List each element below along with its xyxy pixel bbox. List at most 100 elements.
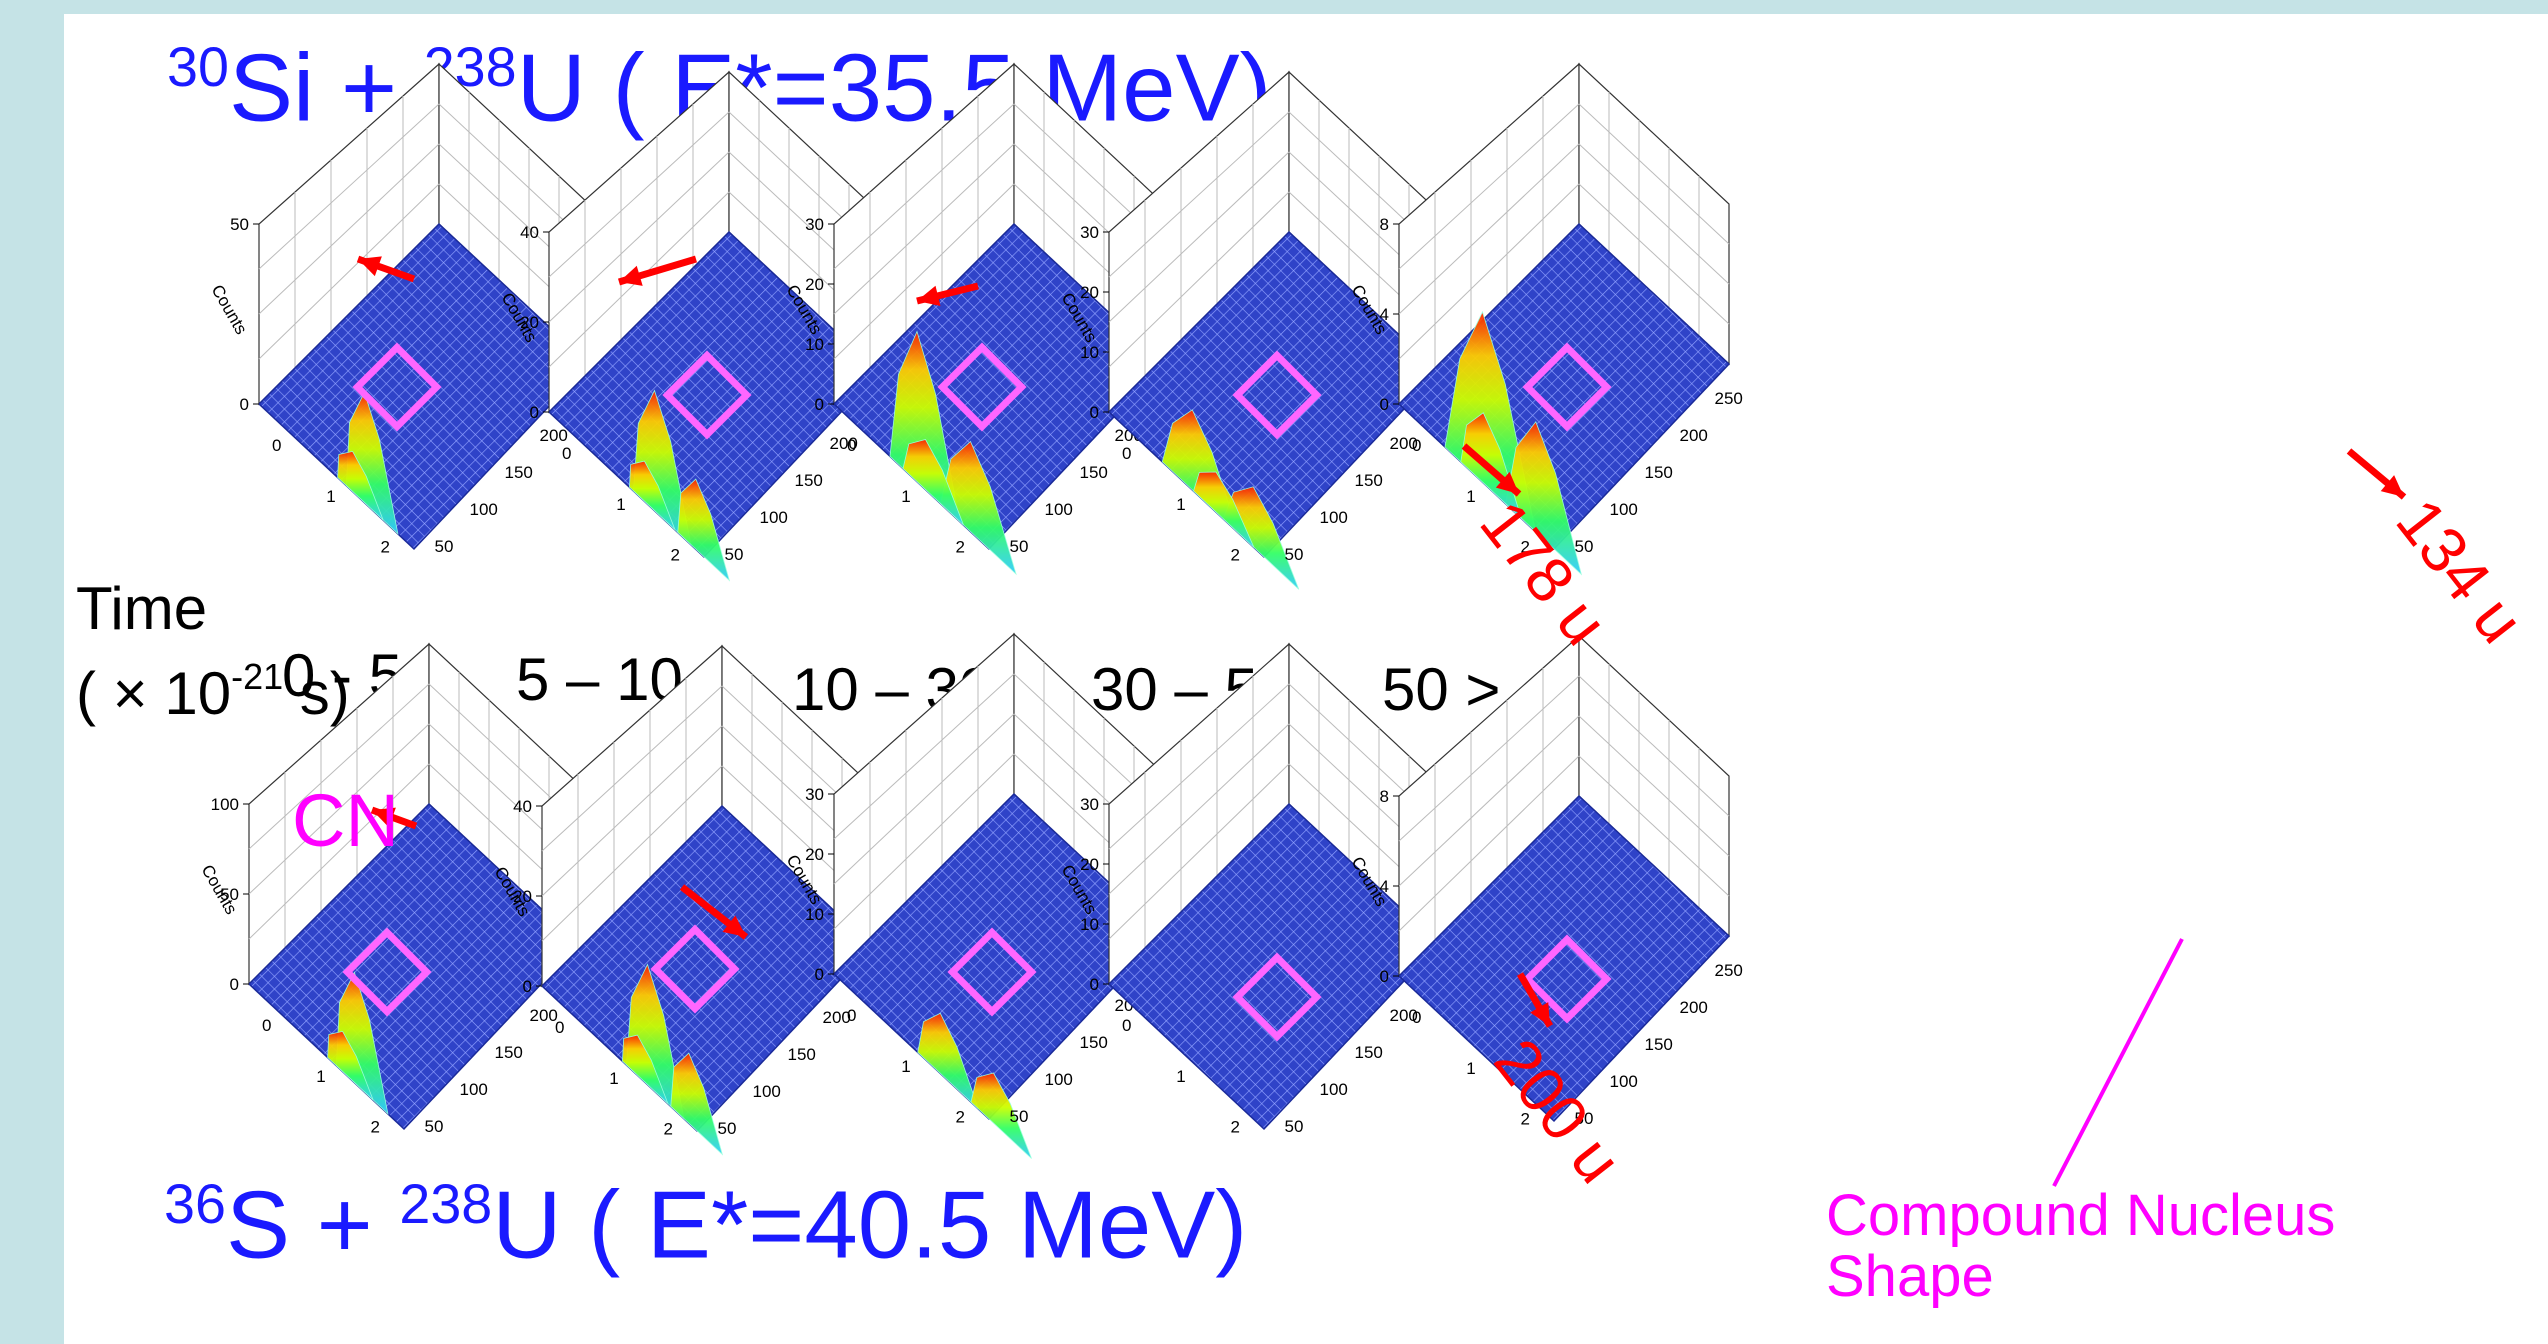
y-tick-label: 250 [1715,389,1743,408]
z-tick-label: 100 [211,795,239,814]
arrow-head [2380,475,2404,497]
time-label: Time ( × 10-21 s) [76,575,350,728]
cn-box [1232,350,1322,440]
peak-secondary [1222,486,1300,590]
grid-line [833,103,1015,270]
grid-line [1108,191,1290,368]
grid-line [833,673,1015,840]
y-tick-label: 150 [1080,463,1108,482]
peak-shoulder [902,439,964,526]
y-tick-label: 50 [718,1119,737,1138]
grid-line [541,765,723,942]
z-tick-label: 30 [805,785,824,804]
peak-secondary [670,1052,724,1156]
y-tick-label: 250 [1715,961,1743,980]
cn-box [1522,342,1612,432]
title-bottom: 36S + 238U ( E*=40.5 MeV) [164,1171,1248,1279]
z-axis-title: Counts [208,282,251,338]
grid-line [1398,103,1580,270]
z-tick-label: 0 [240,395,249,414]
peak-shoulder [1193,471,1255,548]
grid-line [1108,683,1290,850]
arrow-head [1530,1002,1550,1026]
grid-line [1578,755,1730,897]
x-tick-label: 2 [1231,546,1240,565]
y-tick-label: 200 [823,1008,851,1027]
z-tick-label: 50 [230,215,249,234]
y-tick-label: 100 [1610,500,1638,519]
y-tick-label: 200 [530,1006,558,1025]
z-tick-label: 20 [513,887,532,906]
x-tick-label: 1 [616,495,625,514]
y-tick-label: 50 [725,545,744,564]
z-tick-label: 20 [520,313,539,332]
y-tick-label: 200 [1390,1006,1418,1025]
x-tick-label: 1 [1466,1059,1475,1078]
y-tick-label: 200 [1680,998,1708,1017]
grid-line [833,753,1015,930]
y-tick-label: 150 [1645,1035,1673,1054]
x-tick-label: 0 [1412,436,1421,455]
x-tick-label: 1 [609,1069,618,1088]
z-tick-label: 10 [1080,343,1099,362]
compound-nucleus-label: Compound Nucleus Shape [1826,1183,2336,1309]
peak-projectile-like [335,971,389,1115]
y-tick-label: 100 [1320,508,1348,527]
x-tick-label: 0 [1122,1016,1131,1035]
y-tick-label: 150 [795,471,823,490]
y-tick-label: 100 [460,1080,488,1099]
peak-main [917,1012,979,1110]
x-tick-label: 1 [1176,495,1185,514]
x-tick-label: 0 [555,1018,564,1037]
y-tick-label: 200 [830,434,858,453]
z-tick-label: 20 [1080,283,1099,302]
grid-line [258,143,440,315]
grid-line [1578,103,1730,245]
x-tick-label: 0 [847,1006,856,1025]
cn-box [1522,934,1612,1024]
y-tick-label: 150 [788,1045,816,1064]
z-tick-label: 20 [805,845,824,864]
grid-line [1578,715,1730,857]
x-tick-label: 0 [1122,444,1131,463]
x-tick-label: 1 [1176,1067,1185,1086]
x-tick-label: 1 [1466,487,1475,506]
grid-line [248,763,430,940]
x-tick-label: 1 [901,1057,910,1076]
grid-line [541,685,723,852]
y-tick-label: 50 [1285,1117,1304,1136]
z-tick-label: 50 [220,885,239,904]
z-tick-label: 0 [1090,975,1099,994]
y-tick-label: 200 [1390,434,1418,453]
y-tick-label: 150 [495,1043,523,1062]
y-tick-label: 50 [425,1117,444,1136]
grid-line [258,183,440,360]
y-tick-label: 150 [1080,1033,1108,1052]
cn-box [947,927,1037,1017]
grid-line [248,723,430,895]
z-tick-label: 8 [1380,215,1389,234]
z-tick-label: 10 [805,335,824,354]
surface-plot-5: 050100Counts01250100150200250 [198,642,593,1137]
x-tick-label: 2 [956,1108,965,1127]
z-tick-label: 40 [520,223,539,242]
peak-178u [940,440,1017,576]
z-tick-label: 0 [1380,395,1389,414]
peak-shoulder [628,460,676,530]
slide: 30Si + 238U ( E*=35.5 MeV) 36S + 238U ( … [64,14,2548,1344]
grid-line [258,103,440,270]
y-tick-label: 50 [1575,537,1594,556]
peak-projectile-like [345,391,399,535]
peak-shoulder [327,1030,374,1101]
grid-line [1108,151,1290,323]
z-tick-label: 0 [230,975,239,994]
grid-line [1398,715,1580,887]
surface-plot-0: 050Counts01250100150200250 [208,62,603,557]
cn-box [937,342,1027,432]
surface-plot-6: 02040Counts01250100150200250 [491,644,886,1156]
arrow-head [1495,471,1519,494]
y-tick-label: 100 [1045,1070,1073,1089]
z-tick-label: 0 [523,977,532,996]
